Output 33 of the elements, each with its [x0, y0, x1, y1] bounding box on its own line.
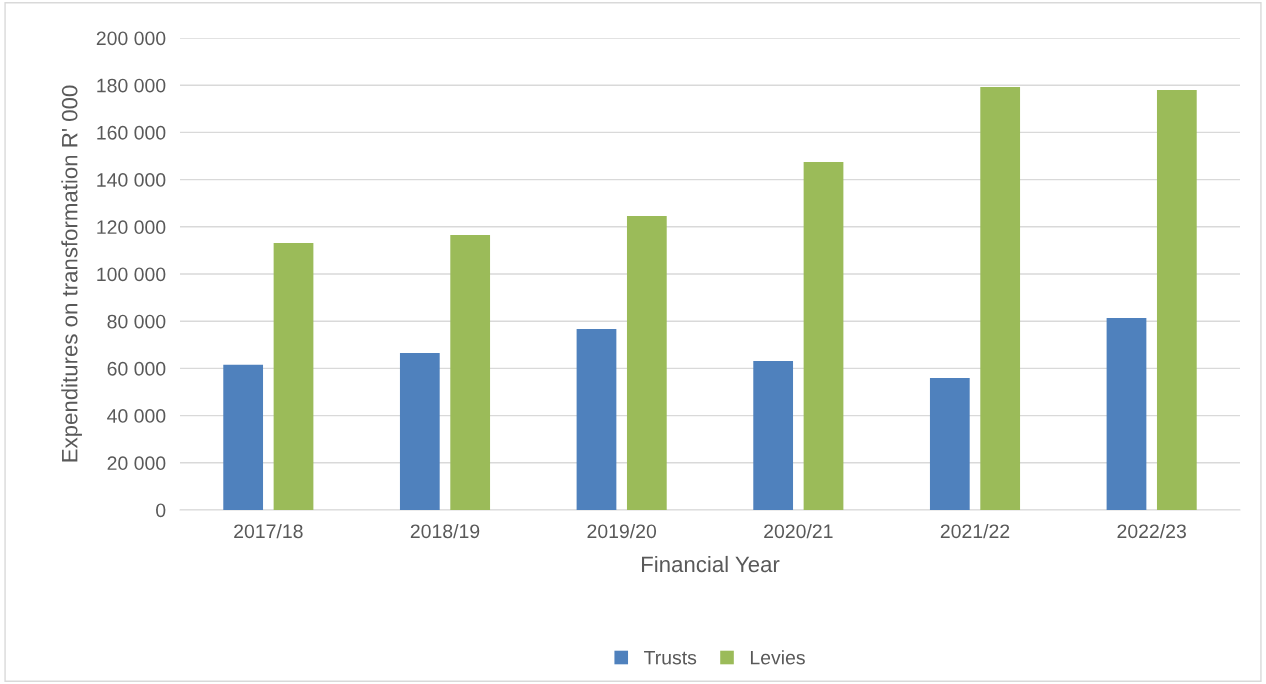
y-tick-label: 20 000	[107, 456, 166, 471]
bar	[1106, 317, 1147, 510]
y-tick-label: 0	[156, 503, 166, 518]
y-tick-label: 100 000	[97, 267, 166, 282]
y-tick-label: 60 000	[107, 361, 166, 376]
y-tick-label: 160 000	[97, 125, 166, 140]
bar	[399, 353, 440, 510]
bar	[753, 361, 794, 510]
bar	[626, 215, 667, 510]
x-tick-label: 2020/21	[764, 523, 833, 539]
y-tick-label: 120 000	[97, 220, 166, 235]
y-tick-label: 200 000	[96, 31, 166, 46]
bar	[223, 364, 264, 510]
x-tick-label: 2018/19	[410, 523, 480, 539]
x-axis-title: Financial Year	[642, 555, 780, 573]
y-tick-label: 80 000	[107, 314, 166, 329]
legend-label: Trusts	[644, 650, 697, 665]
x-tick-label: 2017/18	[234, 523, 303, 539]
bar	[1156, 89, 1197, 510]
legend-label: Levies	[750, 650, 805, 665]
y-tick-label: 180 000	[97, 78, 166, 93]
x-tick-label: 2022/23	[1117, 523, 1186, 539]
bar	[929, 378, 970, 510]
bar	[273, 243, 314, 510]
x-tick-label: 2021/22	[940, 523, 1010, 539]
y-tick-label: 40 000	[107, 409, 166, 423]
bar	[803, 161, 844, 510]
x-tick-label: 2019/20	[587, 523, 657, 539]
bar	[980, 87, 1021, 510]
bar	[450, 235, 491, 510]
y-tick-label: 140 000	[97, 173, 166, 187]
y-axis-title: Expenditures on transformation R' 000	[61, 85, 82, 462]
bar	[576, 328, 617, 510]
